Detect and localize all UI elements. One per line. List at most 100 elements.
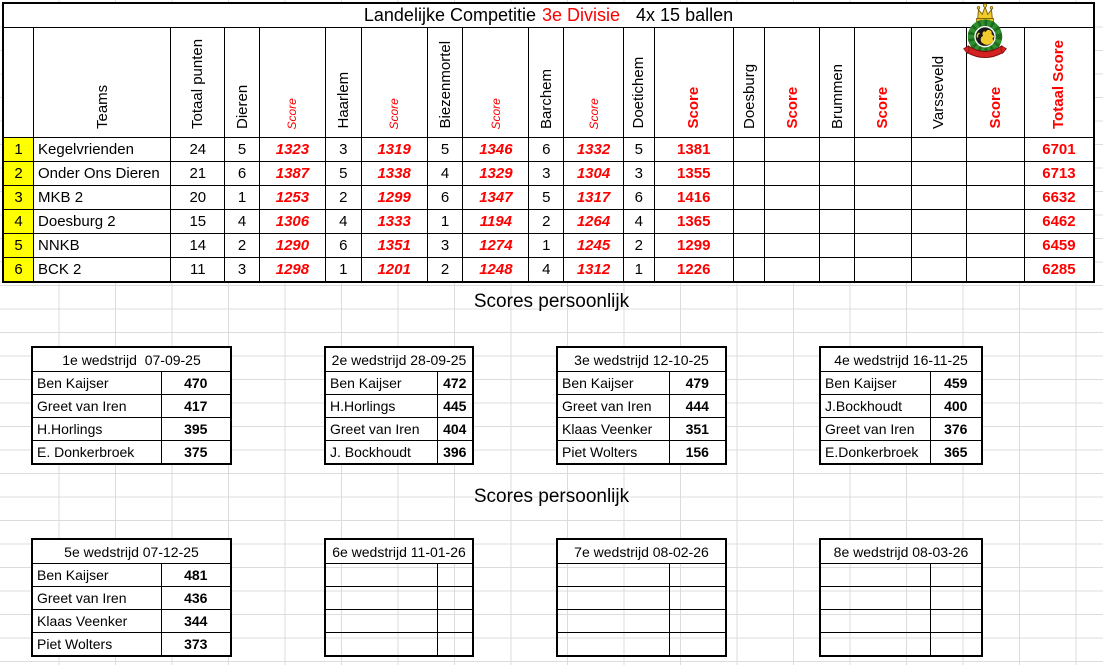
venue-score-cell[interactable]: 1317 — [563, 185, 625, 210]
venue-score-cell[interactable]: 1306 — [258, 209, 326, 234]
venue-points-cell[interactable]: 2 — [324, 185, 362, 210]
player-score-cell[interactable]: 404 — [436, 417, 474, 441]
player-name-cell[interactable] — [324, 632, 438, 657]
match-box-title[interactable]: 1e wedstrijd 07-09-25 — [31, 346, 232, 372]
venue-points-cell[interactable]: 2 — [623, 233, 655, 258]
venue-score-cell[interactable] — [764, 137, 821, 162]
player-score-cell[interactable]: 375 — [160, 440, 232, 465]
player-score-cell[interactable]: 459 — [929, 371, 983, 395]
totaal-punten-cell[interactable]: 15 — [170, 209, 226, 234]
venue-score-cell[interactable]: 1347 — [462, 185, 530, 210]
player-name-cell[interactable]: Greet van Iren — [31, 394, 162, 418]
venue-score-cell[interactable]: 1332 — [563, 137, 625, 162]
venue-column-header[interactable]: Haarlem — [324, 27, 362, 138]
venue-score-cell[interactable]: 1298 — [258, 257, 326, 283]
player-score-cell[interactable]: 376 — [929, 417, 983, 441]
venue-points-cell[interactable]: 5 — [528, 185, 565, 210]
totaal-punten-cell[interactable]: 11 — [170, 257, 226, 283]
venue-score-cell[interactable]: 1201 — [360, 257, 428, 283]
team-name-cell[interactable]: BCK 2 — [33, 257, 172, 283]
venue-score-cell[interactable] — [764, 209, 821, 234]
player-name-cell[interactable]: Ben Kaijser — [31, 563, 162, 587]
player-score-cell[interactable]: 344 — [160, 609, 232, 633]
venue-score-cell[interactable]: 1226 — [653, 257, 734, 283]
player-name-cell[interactable]: Greet van Iren — [324, 417, 438, 441]
player-score-cell[interactable] — [436, 609, 474, 633]
venue-score-cell[interactable]: 1355 — [653, 161, 734, 186]
venue-points-cell[interactable]: 4 — [528, 257, 565, 283]
rank-cell[interactable]: 1 — [2, 137, 35, 162]
player-score-cell[interactable]: 444 — [668, 394, 727, 418]
team-name-cell[interactable]: NNKB — [33, 233, 172, 258]
venue-points-cell[interactable] — [732, 137, 766, 162]
score-column-header[interactable]: Score — [462, 27, 530, 138]
venue-score-cell[interactable] — [965, 233, 1025, 258]
venue-score-cell[interactable]: 1253 — [258, 185, 326, 210]
venue-points-cell[interactable] — [732, 257, 766, 283]
player-name-cell[interactable]: Klaas Veenker — [31, 609, 162, 633]
venue-score-cell[interactable]: 1416 — [653, 185, 734, 210]
venue-score-cell[interactable]: 1329 — [462, 161, 530, 186]
rank-cell[interactable]: 4 — [2, 209, 35, 234]
venue-points-cell[interactable] — [910, 209, 967, 234]
venue-points-cell[interactable]: 2 — [426, 257, 464, 283]
venue-score-cell[interactable]: 1365 — [653, 209, 734, 234]
venue-score-cell[interactable]: 1299 — [653, 233, 734, 258]
player-name-cell[interactable]: Greet van Iren — [556, 394, 670, 418]
player-name-cell[interactable] — [324, 563, 438, 587]
venue-score-cell[interactable]: 1299 — [360, 185, 428, 210]
venue-points-cell[interactable]: 6 — [623, 185, 655, 210]
match-box-title[interactable]: 8e wedstrijd 08-03-26 — [819, 538, 983, 564]
player-score-cell[interactable] — [436, 632, 474, 657]
player-score-cell[interactable]: 481 — [160, 563, 232, 587]
player-score-cell[interactable]: 436 — [160, 586, 232, 610]
venue-points-cell[interactable]: 3 — [324, 137, 362, 162]
rank-cell[interactable]: 3 — [2, 185, 35, 210]
venue-points-cell[interactable]: 4 — [623, 209, 655, 234]
player-name-cell[interactable]: E. Donkerbroek — [31, 440, 162, 465]
score-column-header[interactable]: Score — [563, 27, 625, 138]
venue-points-cell[interactable] — [819, 137, 855, 162]
venue-score-cell[interactable]: 1319 — [360, 137, 428, 162]
player-score-cell[interactable] — [436, 563, 474, 587]
venue-points-cell[interactable]: 1 — [324, 257, 362, 283]
venue-score-cell[interactable]: 1304 — [563, 161, 625, 186]
venue-score-cell[interactable] — [965, 257, 1025, 283]
totaal-score-cell[interactable]: 6459 — [1023, 233, 1095, 258]
venue-score-cell[interactable] — [965, 209, 1025, 234]
venue-points-cell[interactable] — [819, 185, 855, 210]
teams-column-header[interactable]: Teams — [33, 27, 172, 138]
match-box-title[interactable]: 2e wedstrijd 28-09-25 — [324, 346, 474, 372]
player-name-cell[interactable] — [556, 586, 670, 610]
venue-score-cell[interactable]: 1346 — [462, 137, 530, 162]
player-score-cell[interactable]: 445 — [436, 394, 474, 418]
player-score-cell[interactable]: 156 — [668, 440, 727, 465]
venue-points-cell[interactable] — [910, 161, 967, 186]
totaal-score-cell[interactable]: 6713 — [1023, 161, 1095, 186]
player-name-cell[interactable]: Ben Kaijser — [31, 371, 162, 395]
venue-points-cell[interactable] — [732, 209, 766, 234]
rank-cell[interactable]: 6 — [2, 257, 35, 283]
player-score-cell[interactable]: 417 — [160, 394, 232, 418]
player-score-cell[interactable]: 351 — [668, 417, 727, 441]
venue-points-cell[interactable] — [819, 257, 855, 283]
venue-score-cell[interactable]: 1248 — [462, 257, 530, 283]
venue-points-cell[interactable] — [910, 137, 967, 162]
venue-score-cell[interactable] — [853, 209, 912, 234]
totaal-punten-cell[interactable]: 21 — [170, 161, 226, 186]
score-column-header[interactable]: Score — [360, 27, 428, 138]
venue-column-header[interactable]: Brummen — [819, 27, 855, 138]
player-name-cell[interactable] — [556, 563, 670, 587]
venue-score-cell[interactable]: 1338 — [360, 161, 428, 186]
player-name-cell[interactable]: Klaas Veenker — [556, 417, 670, 441]
player-score-cell[interactable] — [668, 632, 727, 657]
score-column-header[interactable]: Score — [653, 27, 734, 138]
rank-cell[interactable]: 5 — [2, 233, 35, 258]
totaal-score-column-header[interactable]: Totaal Score — [1023, 27, 1095, 138]
venue-score-cell[interactable]: 1290 — [258, 233, 326, 258]
venue-column-header[interactable]: Biezenmortel — [426, 27, 464, 138]
venue-score-cell[interactable] — [853, 233, 912, 258]
venue-points-cell[interactable]: 5 — [623, 137, 655, 162]
venue-points-cell[interactable]: 3 — [623, 161, 655, 186]
venue-points-cell[interactable] — [819, 209, 855, 234]
